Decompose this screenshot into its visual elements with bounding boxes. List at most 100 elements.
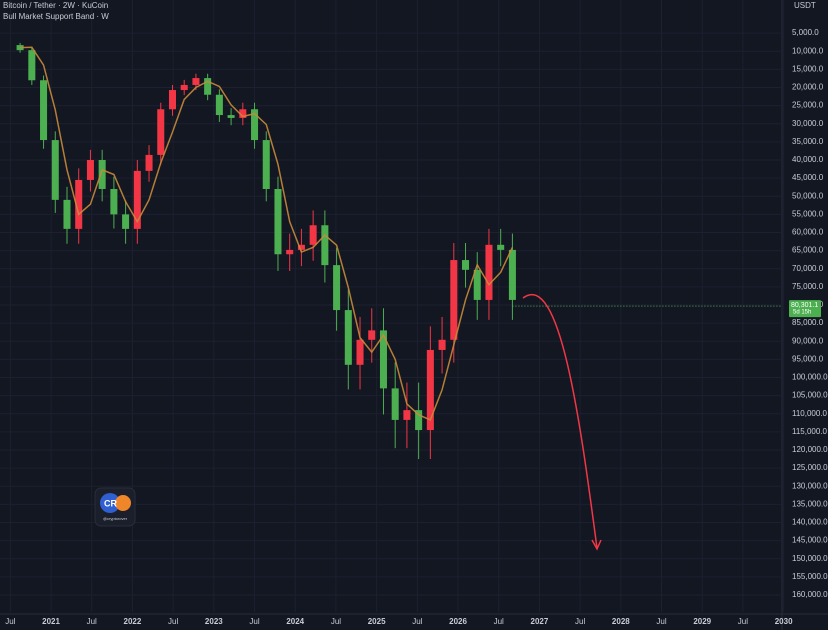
y-tick-label: 60,000.0 <box>792 228 824 237</box>
x-tick-label: Jul <box>331 617 341 626</box>
x-tick-label: Jul <box>5 617 15 626</box>
y-tick-label: 5,000.0 <box>792 28 819 37</box>
candle-body <box>192 78 200 85</box>
svg-text:CR: CR <box>104 498 117 508</box>
y-tick-label: 130,000.0 <box>792 481 828 490</box>
candle-body <box>368 330 376 340</box>
y-tick-label: 90,000.0 <box>792 336 824 345</box>
y-tick-label: 70,000.0 <box>792 264 824 273</box>
y-tick-label: 155,000.0 <box>792 572 828 581</box>
candle-body <box>426 349 434 431</box>
candle-body <box>462 260 470 270</box>
arrow-head <box>591 539 602 551</box>
y-tick-label: 75,000.0 <box>792 282 824 291</box>
candle-body <box>251 109 259 141</box>
y-tick-label: 120,000.0 <box>792 445 828 454</box>
candle-body <box>356 339 364 365</box>
candle-body <box>508 249 516 300</box>
x-tick-label: 2022 <box>124 617 142 626</box>
candle-body <box>485 244 493 300</box>
x-tick-label: Jul <box>575 617 585 626</box>
watermark: @cryptorover <box>103 516 128 521</box>
y-tick-label: 25,000.0 <box>792 101 824 110</box>
x-tick-label: 2027 <box>531 617 549 626</box>
candle-body <box>51 140 59 200</box>
y-tick-label: 40,000.0 <box>792 155 824 164</box>
candle-body <box>239 109 247 118</box>
candle-body <box>40 80 48 141</box>
candle-body <box>215 94 223 116</box>
currency: USDT <box>794 1 816 10</box>
candle-body <box>333 265 341 311</box>
candle-body <box>321 225 329 266</box>
candle-body <box>98 159 106 189</box>
candle-body <box>450 260 458 340</box>
candle-body <box>133 170 141 229</box>
candle-body <box>415 410 423 431</box>
candle-body <box>110 188 118 215</box>
candle-body <box>75 179 83 229</box>
candle-body <box>379 330 387 389</box>
candle-body <box>473 269 481 300</box>
x-tick-label: 2024 <box>286 617 304 626</box>
candle-body <box>204 78 212 95</box>
y-tick-label: 105,000.0 <box>792 391 828 400</box>
candle-body <box>391 388 399 420</box>
candle-body <box>63 199 71 229</box>
candle-body <box>438 339 446 350</box>
candle-body <box>262 140 270 189</box>
x-tick-label: Jul <box>249 617 259 626</box>
x-tick-label: 2021 <box>42 617 60 626</box>
y-tick-label: 160,000.0 <box>792 590 828 599</box>
y-tick-label: 125,000.0 <box>792 463 828 472</box>
x-tick-label: Jul <box>656 617 666 626</box>
candle-body <box>297 244 305 250</box>
candle-body <box>286 249 294 255</box>
x-tick-label: Jul <box>168 617 178 626</box>
y-tick-label: 55,000.0 <box>792 209 824 218</box>
chart-title: Bitcoin / Tether · 2W · KuCoin <box>3 1 108 10</box>
y-tick-label: 30,000.0 <box>792 119 824 128</box>
candle-body <box>227 115 235 118</box>
x-tick-label: 2030 <box>775 617 793 626</box>
y-tick-label: 85,000.0 <box>792 318 824 327</box>
countdown: 5d 15h <box>793 310 811 316</box>
candle-body <box>403 410 411 420</box>
y-tick-label: 135,000.0 <box>792 499 828 508</box>
last-price-box <box>789 300 821 318</box>
candle-body <box>86 159 94 180</box>
y-tick-label: 145,000.0 <box>792 536 828 545</box>
y-tick-label: 50,000.0 <box>792 191 824 200</box>
x-tick-label: 2026 <box>449 617 467 626</box>
y-tick-label: 65,000.0 <box>792 246 824 255</box>
x-tick-label: 2029 <box>693 617 711 626</box>
candle-body <box>145 154 153 171</box>
x-tick-label: Jul <box>494 617 504 626</box>
candle-body <box>16 45 24 51</box>
y-tick-label: 95,000.0 <box>792 354 824 363</box>
y-tick-label: 15,000.0 <box>792 64 824 73</box>
x-tick-label: Jul <box>87 617 97 626</box>
y-tick-label: 140,000.0 <box>792 518 828 527</box>
forecast-arrow <box>522 294 598 549</box>
candle-body <box>122 214 130 229</box>
y-tick-label: 20,000.0 <box>792 83 824 92</box>
last-price-label: 80,301.1 <box>791 302 818 309</box>
y-tick-label: 100,000.0 <box>792 373 828 382</box>
x-tick-label: 2023 <box>205 617 223 626</box>
candle-body <box>168 90 177 110</box>
x-tick-label: 2025 <box>368 617 386 626</box>
y-tick-label: 110,000.0 <box>792 409 828 418</box>
candle-body <box>28 50 36 81</box>
candle-body <box>180 84 188 91</box>
candle-body <box>157 109 165 155</box>
y-tick-label: 10,000.0 <box>792 46 824 55</box>
y-tick-label: 45,000.0 <box>792 173 824 182</box>
x-tick-label: Jul <box>738 617 748 626</box>
x-tick-label: Jul <box>412 617 422 626</box>
x-tick-label: 2028 <box>612 617 630 626</box>
y-tick-label: 150,000.0 <box>792 554 828 563</box>
